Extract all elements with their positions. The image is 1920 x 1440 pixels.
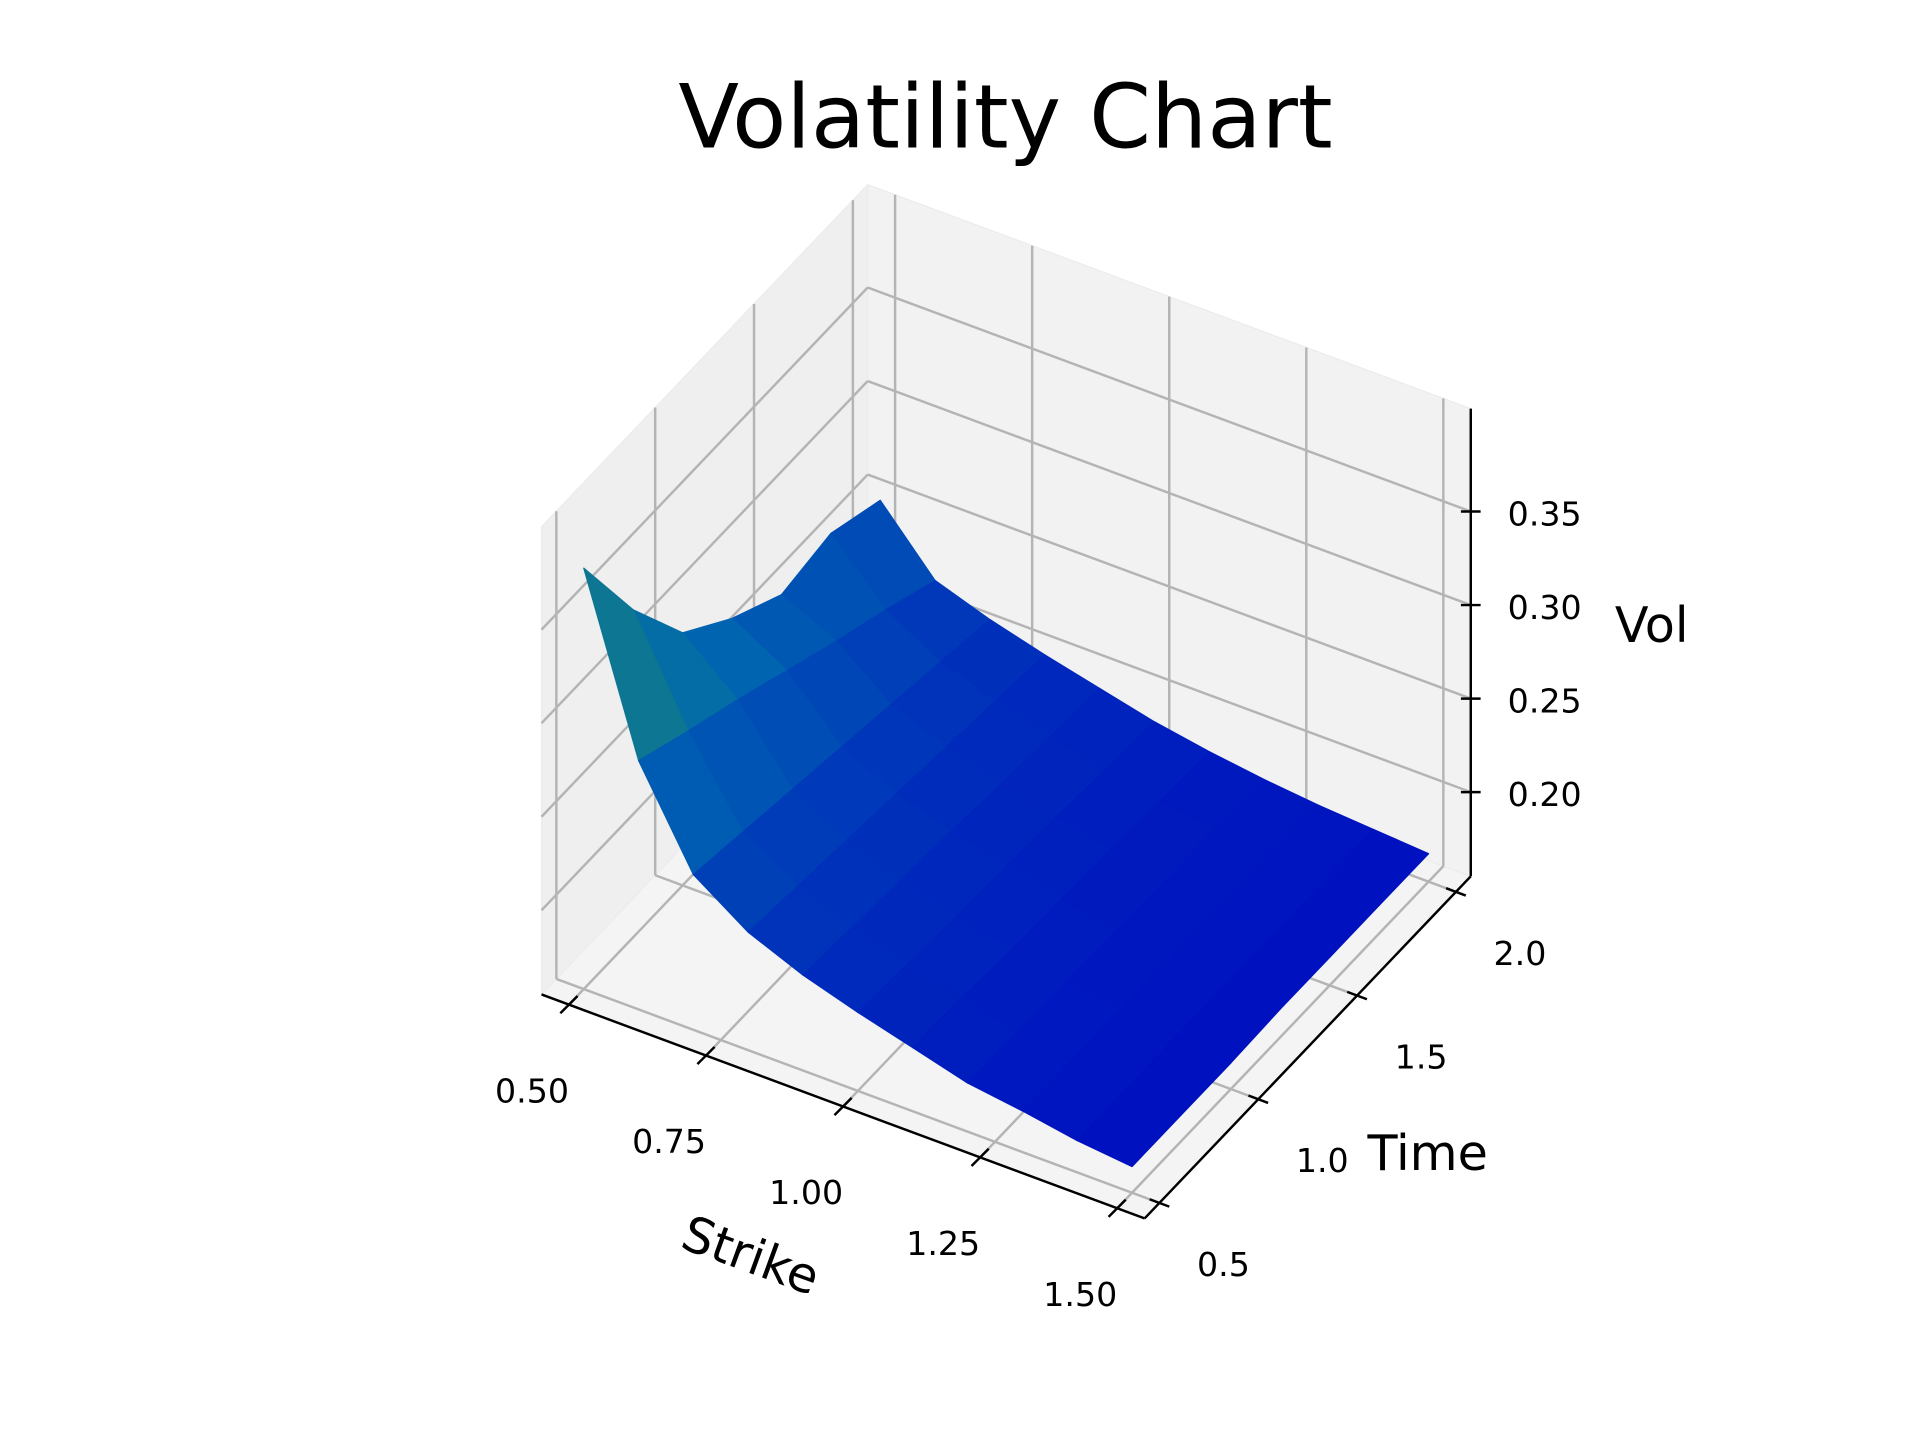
y-tick-label: 1.5: [1395, 1038, 1448, 1077]
x-tick-label: 1.50: [1043, 1275, 1117, 1314]
tick-mark: [970, 1147, 990, 1167]
axis-line: [1143, 875, 1472, 1220]
z-tick-label: 0.30: [1508, 588, 1582, 627]
x-tick-label: 0.50: [495, 1071, 569, 1110]
chart-title: Volatility Chart: [678, 65, 1332, 168]
y-tick-label: 0.5: [1197, 1245, 1250, 1284]
z-tick-label: 0.25: [1508, 682, 1582, 721]
tick-mark: [1247, 1094, 1269, 1105]
x-tick-label: 1.00: [769, 1173, 843, 1212]
grid-line: [867, 473, 1472, 700]
x-axis-title: Strike: [674, 1204, 827, 1307]
x-tick-label: 1.25: [906, 1224, 980, 1263]
surface-patch: [1076, 1088, 1183, 1168]
grid-line: [540, 286, 869, 631]
z-tick-label: 0.35: [1508, 494, 1582, 533]
tick-mark: [833, 1096, 853, 1116]
grid-line: [1116, 865, 1445, 1210]
tick-mark: [1107, 1198, 1127, 1218]
tick-mark: [1346, 990, 1368, 1001]
z-axis-title: Vol: [1615, 596, 1689, 654]
tick-mark: [559, 995, 579, 1015]
grid-line: [540, 380, 869, 725]
tick-mark: [1445, 887, 1467, 897]
y-axis-title: Time: [1366, 1124, 1487, 1182]
z-tick-label: 0.20: [1508, 775, 1582, 814]
y-tick-label: 1.0: [1296, 1141, 1349, 1180]
grid-line: [867, 379, 1472, 607]
tick-mark: [1149, 1198, 1170, 1208]
grid-line: [555, 977, 1160, 1205]
tick-mark: [696, 1046, 716, 1066]
grid-line: [867, 286, 1472, 513]
y-tick-label: 2.0: [1494, 934, 1547, 973]
x-tick-label: 0.75: [632, 1122, 706, 1161]
